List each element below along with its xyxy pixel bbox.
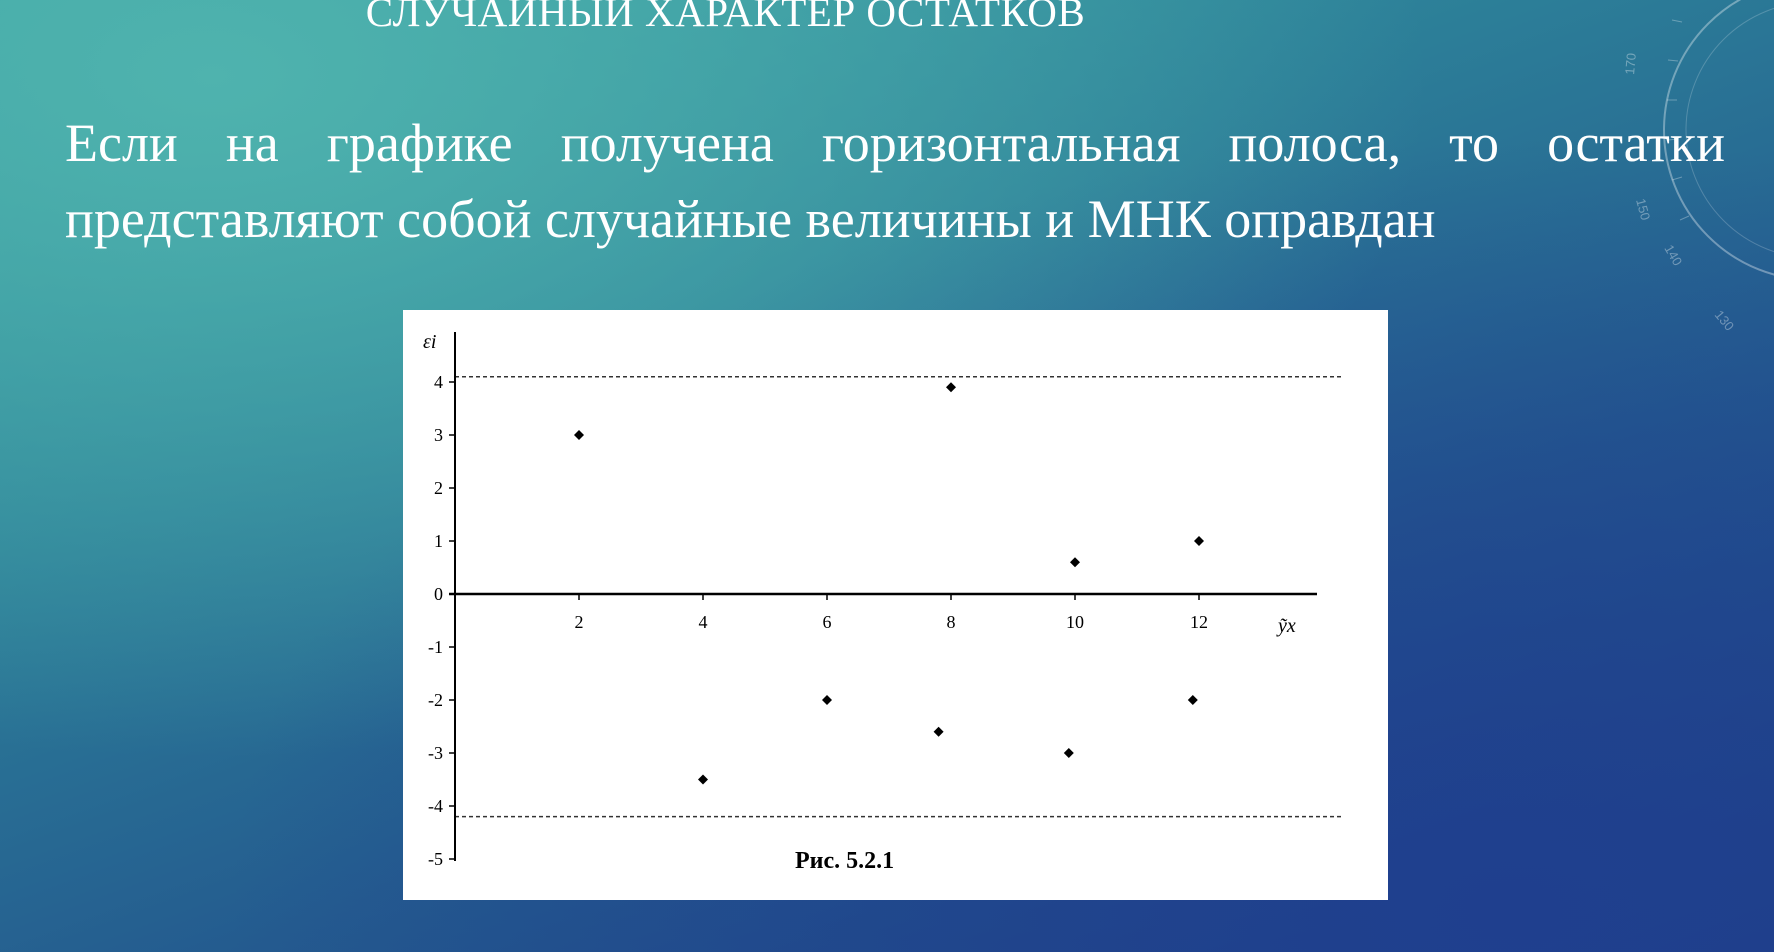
figure-caption: Рис. 5.2.1 [795, 848, 894, 874]
data-point [822, 695, 832, 705]
x-tick-label: 12 [1190, 612, 1208, 632]
dial-decoration: 170 150 140 130 [1624, 0, 1774, 334]
y-tick-label: -2 [428, 690, 443, 710]
x-tick-label: 10 [1066, 612, 1084, 632]
data-point [1187, 695, 1198, 705]
x-tick-label: 8 [947, 612, 956, 632]
data-point [933, 726, 944, 737]
data-point [1063, 748, 1074, 758]
y-tick-label: 2 [434, 478, 443, 498]
y-tick-label: -3 [428, 743, 443, 763]
data-point [1070, 557, 1080, 568]
x-axis-label: ỹx [1276, 615, 1296, 637]
x-tick-label: 6 [823, 612, 832, 632]
dial-label: 130 [1712, 307, 1737, 333]
residual-chart: 4 3 2 1 0 -1 -2 -3 -4 -5 2 4 6 8 10 12 εi ỹx Рис. 5.2.1 [403, 310, 1388, 900]
x-tick-label: 4 [699, 612, 708, 632]
x-tick-label: 2 [575, 612, 584, 632]
y-axis-label: εi [423, 331, 436, 353]
data-point [946, 382, 956, 393]
y-tick-label: 0 [434, 584, 443, 604]
data-point [574, 430, 584, 440]
data-point [698, 774, 708, 785]
y-tick-label: -4 [428, 796, 443, 816]
y-tick-label: -5 [428, 849, 443, 869]
y-tick-label: -1 [428, 637, 443, 657]
y-tick-label: 1 [434, 531, 443, 551]
data-point [1194, 536, 1204, 546]
dial-label: 150 [1633, 197, 1653, 222]
slide-body-text: Если на графике получена горизонтальная … [65, 113, 1725, 249]
y-tick-label: 3 [434, 425, 443, 445]
dial-label: 170 [1624, 52, 1639, 75]
y-tick-label: 4 [434, 372, 443, 392]
slide-title: СЛУЧАЙНЫЙ ХАРАКТЕР ОСТАТКОВ [365, 0, 1086, 35]
